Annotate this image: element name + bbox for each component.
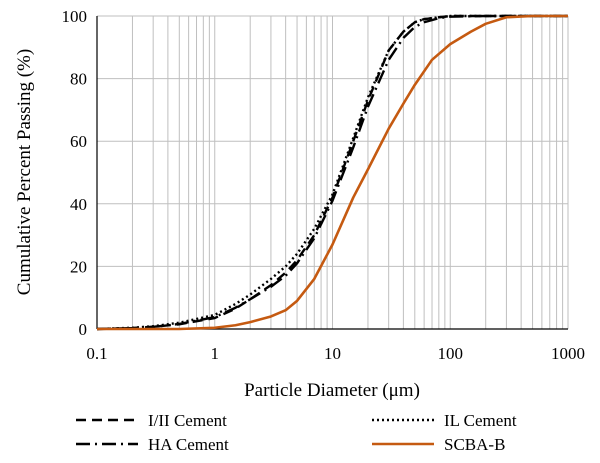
series-line-ha-cement <box>96 14 568 331</box>
y-tick-label: 0 <box>79 320 88 339</box>
y-tick-label: 60 <box>70 132 87 151</box>
y-tick-label: 40 <box>70 195 87 214</box>
legend-label-ha-cement: HA Cement <box>148 435 229 454</box>
grid-lines <box>96 15 569 330</box>
x-tick-label: 10 <box>324 344 341 363</box>
x-tick-label: 0.1 <box>86 344 107 363</box>
y-axis-title: Cumulative Percent Passing (%) <box>14 49 35 295</box>
y-tick-label: 80 <box>70 70 87 89</box>
data-series <box>96 14 568 331</box>
legend-label-i-ii-cement: I/II Cement <box>148 411 227 430</box>
x-axis-title: Particle Diameter (μm) <box>244 380 420 401</box>
series-line-il-cement <box>96 14 568 331</box>
x-tick-label: 1000 <box>551 344 585 363</box>
series-line-scba-b <box>97 14 568 331</box>
legend-label-scba-b: SCBA-B <box>444 435 505 454</box>
legend: I/II Cement IL Cement HA Cement SCBA-B <box>76 411 517 454</box>
x-tick-label: 100 <box>438 344 464 363</box>
y-tick-label: 100 <box>62 7 88 26</box>
y-tick-label: 20 <box>70 257 87 276</box>
legend-label-il-cement: IL Cement <box>444 411 517 430</box>
x-tick-label: 1 <box>211 344 220 363</box>
tick-labels: 0 20 40 60 80 100 0.1 1 10 100 1000 <box>62 7 586 363</box>
